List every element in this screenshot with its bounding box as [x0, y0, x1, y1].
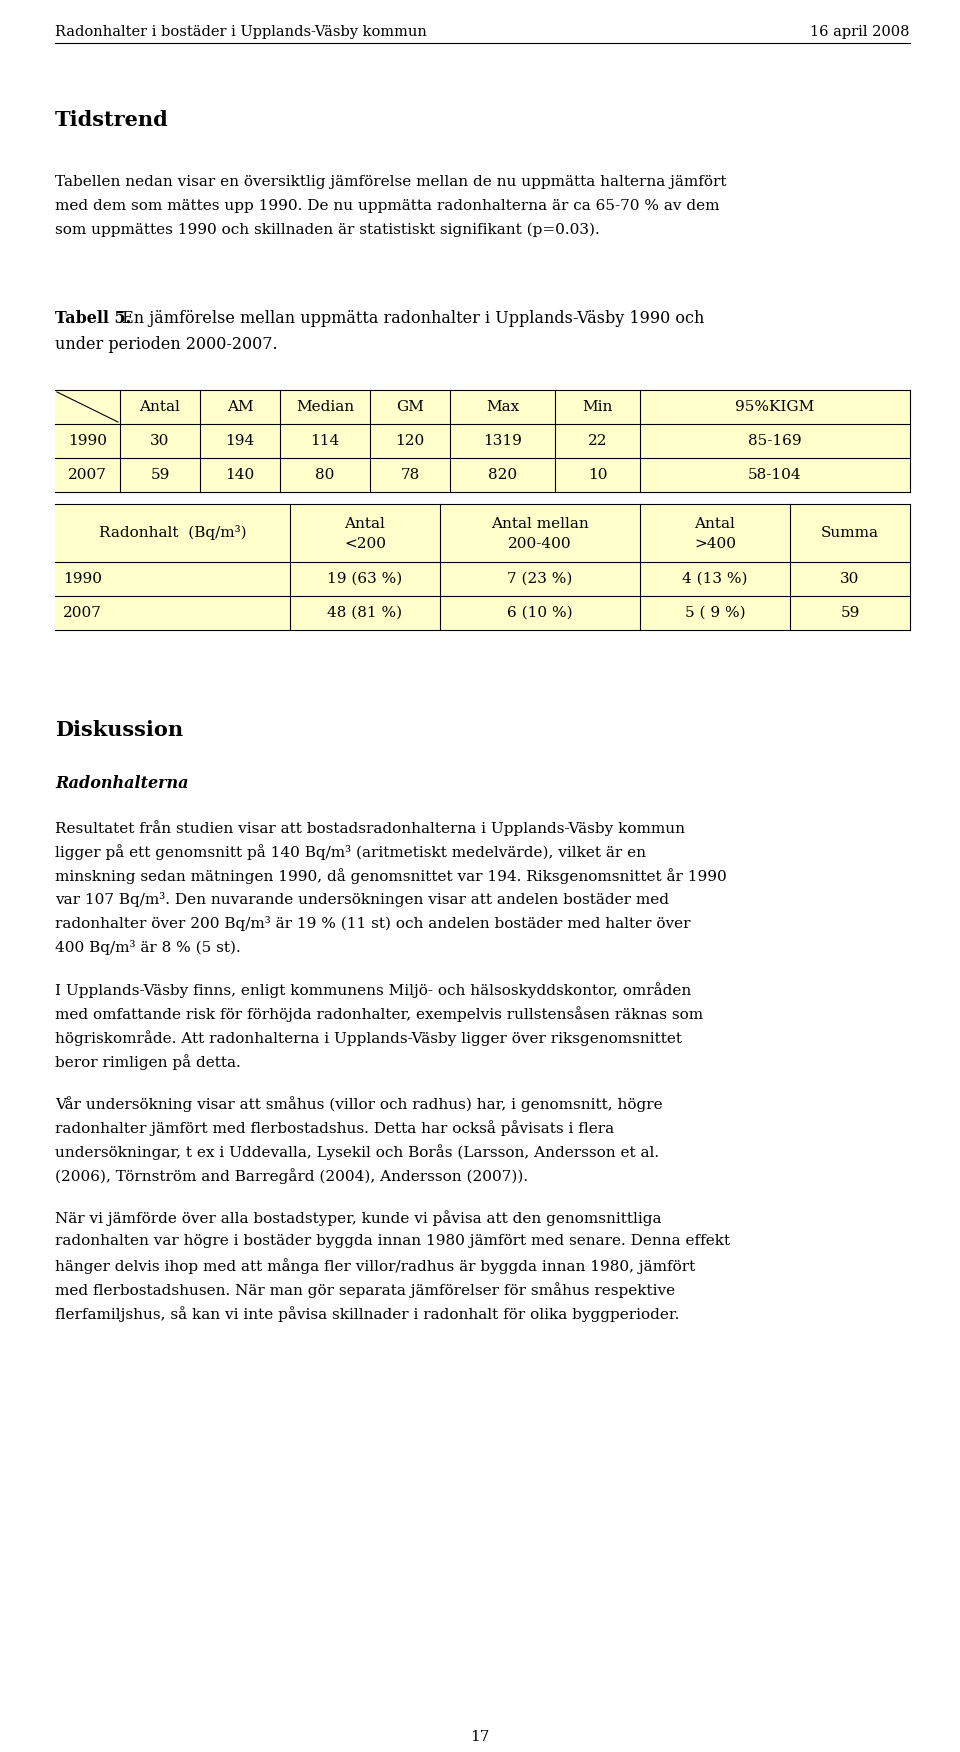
Text: med omfattande risk för förhöjda radonhalter, exempelvis rullstensåsen räknas so: med omfattande risk för förhöjda radonha…: [55, 1006, 703, 1021]
Text: 5 ( 9 %): 5 ( 9 %): [684, 606, 745, 620]
Text: Vår undersökning visar att småhus (villor och radhus) har, i genomsnitt, högre: Vår undersökning visar att småhus (villo…: [55, 1097, 662, 1113]
Text: Antal: Antal: [139, 399, 180, 413]
Text: 140: 140: [226, 468, 254, 482]
Text: Median: Median: [296, 399, 354, 413]
Text: 22: 22: [588, 434, 608, 449]
Bar: [55, 505, 910, 562]
Text: 59: 59: [151, 468, 170, 482]
Text: 95%KIGM: 95%KIGM: [735, 399, 815, 413]
Text: 85-169: 85-169: [748, 434, 802, 449]
Bar: [55, 457, 910, 492]
Text: 200-400: 200-400: [508, 538, 572, 550]
Text: Resultatet från studien visar att bostadsradonhalterna i Upplands-Väsby kommun: Resultatet från studien visar att bostad…: [55, 820, 685, 836]
Text: 19 (63 %): 19 (63 %): [327, 571, 402, 585]
Text: flerfamiljshus, så kan vi inte påvisa skillnader i radonhalt för olika byggperio: flerfamiljshus, så kan vi inte påvisa sk…: [55, 1305, 680, 1321]
Text: 17: 17: [470, 1729, 490, 1743]
Text: GM: GM: [396, 399, 424, 413]
Text: 7 (23 %): 7 (23 %): [507, 571, 573, 585]
Bar: [55, 424, 910, 457]
Text: högriskområde. Att radonhalterna i Upplands-Väsby ligger över riksgenomsnittet: högriskområde. Att radonhalterna i Uppla…: [55, 1030, 682, 1046]
Bar: [55, 391, 910, 424]
Text: Antal mellan: Antal mellan: [492, 517, 588, 531]
Text: I Upplands-Väsby finns, enligt kommunens Miljö- och hälsoskyddskontor, områden: I Upplands-Väsby finns, enligt kommunens…: [55, 983, 691, 999]
Text: Tidstrend: Tidstrend: [55, 110, 169, 130]
Text: 820: 820: [488, 468, 517, 482]
Text: 114: 114: [310, 434, 340, 449]
Text: AM: AM: [227, 399, 253, 413]
Text: Diskussion: Diskussion: [55, 720, 183, 739]
Text: minskning sedan mätningen 1990, då genomsnittet var 194. Riksgenomsnittet år 199: minskning sedan mätningen 1990, då genom…: [55, 867, 727, 883]
Bar: [55, 596, 910, 631]
Text: med dem som mättes upp 1990. De nu uppmätta radonhalterna är ca 65-70 % av dem: med dem som mättes upp 1990. De nu uppmä…: [55, 200, 719, 214]
Text: 1990: 1990: [63, 571, 102, 585]
Text: 48 (81 %): 48 (81 %): [327, 606, 402, 620]
Text: När vi jämförde över alla bostadstyper, kunde vi påvisa att den genomsnittliga: När vi jämförde över alla bostadstyper, …: [55, 1211, 661, 1226]
Text: 1990: 1990: [68, 434, 107, 449]
Text: radonhalten var högre i bostäder byggda innan 1980 jämfört med senare. Denna eff: radonhalten var högre i bostäder byggda …: [55, 1233, 731, 1247]
Text: Summa: Summa: [821, 526, 879, 540]
Text: Max: Max: [486, 399, 519, 413]
Text: 2007: 2007: [68, 468, 107, 482]
Text: Min: Min: [583, 399, 612, 413]
Text: Antal: Antal: [695, 517, 735, 531]
Text: >400: >400: [694, 538, 736, 550]
Text: hänger delvis ihop med att många fler villor/radhus är byggda innan 1980, jämför: hänger delvis ihop med att många fler vi…: [55, 1258, 695, 1274]
Text: 2007: 2007: [63, 606, 102, 620]
Text: 194: 194: [226, 434, 254, 449]
Text: 120: 120: [396, 434, 424, 449]
Text: Antal: Antal: [345, 517, 385, 531]
Text: ligger på ett genomsnitt på 140 Bq/m³ (aritmetiskt medelvärde), vilket är en: ligger på ett genomsnitt på 140 Bq/m³ (a…: [55, 844, 646, 860]
Text: 400 Bq/m³ är 8 % (5 st).: 400 Bq/m³ är 8 % (5 st).: [55, 941, 241, 955]
Text: 30: 30: [151, 434, 170, 449]
Text: 10: 10: [588, 468, 608, 482]
Text: 30: 30: [840, 571, 860, 585]
Text: 80: 80: [315, 468, 335, 482]
Text: var 107 Bq/m³. Den nuvarande undersökningen visar att andelen bostäder med: var 107 Bq/m³. Den nuvarande undersöknin…: [55, 892, 669, 908]
Text: Tabell 5.: Tabell 5.: [55, 310, 132, 328]
Text: Radonhalterna: Radonhalterna: [55, 774, 188, 792]
Text: beror rimligen på detta.: beror rimligen på detta.: [55, 1055, 241, 1070]
Text: 59: 59: [840, 606, 860, 620]
Text: radonhalter över 200 Bq/m³ är 19 % (11 st) och andelen bostäder med halter över: radonhalter över 200 Bq/m³ är 19 % (11 s…: [55, 916, 690, 930]
Text: Radonhalter i bostäder i Upplands-Väsby kommun: Radonhalter i bostäder i Upplands-Väsby …: [55, 25, 427, 39]
Text: 6 (10 %): 6 (10 %): [507, 606, 573, 620]
Text: under perioden 2000-2007.: under perioden 2000-2007.: [55, 336, 277, 352]
Text: 1319: 1319: [483, 434, 522, 449]
Text: radonhalter jämfört med flerbostadshus. Detta har också påvisats i flera: radonhalter jämfört med flerbostadshus. …: [55, 1120, 614, 1135]
Bar: [55, 562, 910, 596]
Text: med flerbostadshusen. När man gör separata jämförelser för småhus respektive: med flerbostadshusen. När man gör separa…: [55, 1282, 675, 1298]
Text: <200: <200: [344, 538, 386, 550]
Text: 4 (13 %): 4 (13 %): [683, 571, 748, 585]
Text: 16 april 2008: 16 april 2008: [810, 25, 910, 39]
Text: undersökningar, t ex i Uddevalla, Lysekil och Borås (Larsson, Andersson et al.: undersökningar, t ex i Uddevalla, Lyseki…: [55, 1144, 660, 1160]
Text: Tabellen nedan visar en översiktlig jämförelse mellan de nu uppmätta halterna jä: Tabellen nedan visar en översiktlig jämf…: [55, 175, 727, 189]
Text: som uppmättes 1990 och skillnaden är statistiskt signifikant (p=0.03).: som uppmättes 1990 och skillnaden är sta…: [55, 223, 600, 237]
Text: Radonhalt  (Bq/m³): Radonhalt (Bq/m³): [99, 526, 247, 541]
Text: 58-104: 58-104: [748, 468, 802, 482]
Text: 78: 78: [400, 468, 420, 482]
Text: (2006), Törnström and Barregård (2004), Andersson (2007)).: (2006), Törnström and Barregård (2004), …: [55, 1169, 528, 1184]
Text: En jämförelse mellan uppmätta radonhalter i Upplands-Väsby 1990 och: En jämförelse mellan uppmätta radonhalte…: [117, 310, 705, 328]
